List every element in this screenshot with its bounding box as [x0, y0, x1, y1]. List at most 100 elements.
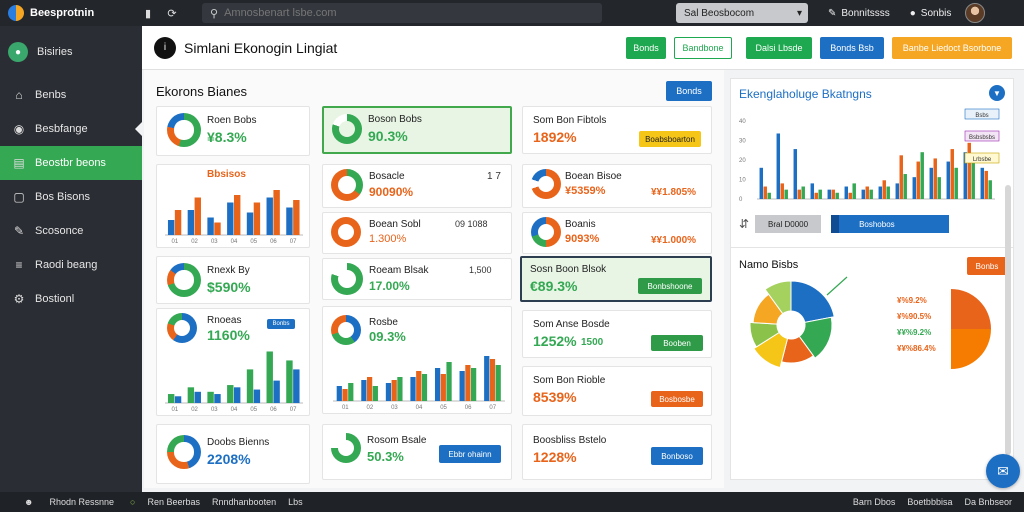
chart-card[interactable]: Bbsisos 01 02 03 04 05 06 07	[156, 164, 310, 248]
header-button-1[interactable]: Bonds	[626, 36, 666, 59]
profile-link[interactable]: ● Sonbis	[910, 8, 952, 19]
search-bar[interactable]: ⚲	[202, 3, 602, 23]
chart-card[interactable]: Rosbe 09.3% 01 02 03 04 05 06 07	[322, 306, 512, 414]
bar	[916, 161, 920, 199]
kpi-label: Rnexk By	[207, 265, 250, 276]
kpi-card-highlighted[interactable]: Sosn Boon Blsok €89.3% Bonbshoone	[520, 256, 712, 302]
kpi-card[interactable]: Bosacle 1 7 90090%	[322, 164, 512, 208]
kpi-action-button[interactable]: Ebbr ohainn	[439, 445, 501, 463]
bar	[793, 149, 798, 199]
pie-action-button[interactable]: Bonbs	[967, 257, 1007, 275]
filter-apply-button[interactable]: Boshobos	[831, 215, 950, 233]
chart-card[interactable]: Rnoeas 1160% Bonbs 01 02 03 04 05 06 07	[156, 308, 310, 416]
main-panel-action-button[interactable]: Bonds	[666, 81, 712, 101]
sidebar-item-label: Benbs	[35, 89, 67, 101]
sidebar-item-list[interactable]: ≡ Raodi beang	[0, 248, 142, 282]
sidebar: ● Bisiries ⌂ Benbs ◉ Besbfange ▤ Beostbr be…	[0, 26, 142, 492]
bar	[187, 210, 195, 235]
refresh-icon[interactable]: ⟳	[167, 7, 177, 20]
footer-item-status[interactable]: ☻ Rhodn Ressnne ○	[12, 497, 135, 507]
footer: ☻ Rhodn Ressnne ○ Ren Beerbas Rnndhanboote…	[0, 492, 1024, 512]
bar	[759, 167, 764, 199]
donut-icon	[167, 263, 201, 297]
sidebar-item-home[interactable]: ⌂ Benbs	[0, 78, 142, 112]
kpi-card[interactable]: Boanis 9093% ¥¥1.000%	[522, 212, 712, 254]
kpi-card-highlighted[interactable]: Boson Bobs 90.3%	[322, 106, 512, 154]
main-panel: Ekorons Bianes Bonds Roen Bobs ¥8.3% Bbs…	[144, 70, 724, 488]
pie-slice	[780, 335, 815, 364]
tick-label: 06	[270, 407, 277, 413]
sidebar-item-globe[interactable]: ◉ Besbfange	[0, 112, 142, 146]
kpi-card[interactable]: Rnexk By $590%	[156, 256, 310, 304]
bar	[912, 177, 917, 199]
kpi-side-value: 09 1088	[455, 219, 488, 229]
bar	[348, 383, 354, 401]
bar	[844, 186, 849, 199]
chevron-down-icon[interactable]: ▼	[989, 85, 1005, 101]
footer-item[interactable]: Rnndhanbooten	[212, 497, 277, 507]
filter-select[interactable]: Bral D0000	[755, 215, 822, 233]
kpi-card[interactable]: Som Bon Fibtols 1892% Boabsboarton	[522, 106, 712, 154]
footer-item[interactable]: Ren Beerbas	[147, 497, 201, 507]
bar	[865, 186, 869, 199]
main-panel-header: Ekorons Bianes Bonds	[156, 80, 712, 102]
chat-icon: ✉	[997, 462, 1009, 479]
search-input[interactable]	[224, 7, 565, 19]
header-button-4[interactable]: Bonds Bsb	[820, 36, 884, 59]
kpi-action-button[interactable]: Bosbosbe	[651, 391, 703, 407]
kpi-card[interactable]: Rosom Bsale 50.3% Ebbr ohainn	[322, 424, 512, 480]
series-tag: Bonbs	[267, 319, 295, 329]
kpi-action-button[interactable]: Booben	[651, 335, 703, 351]
sidebar-item-settings[interactable]: ⚙ Bostionl	[0, 282, 142, 316]
bar	[410, 377, 416, 401]
bar	[446, 362, 452, 401]
footer-item[interactable]: Barn Dbos	[852, 497, 896, 507]
sort-icon[interactable]: ⇵	[739, 217, 750, 231]
kpi-value: 1252%	[533, 333, 577, 349]
scrollbar[interactable]	[1005, 185, 1011, 455]
kpi-card[interactable]: Doobs Bienns 2208%	[156, 424, 310, 484]
legend-label: Lrbsbe	[973, 157, 992, 163]
tick-label: 01	[342, 405, 349, 411]
kpi-action-button[interactable]: Boabsboarton	[639, 131, 701, 147]
kpi-card[interactable]: Roen Bobs ¥8.3%	[156, 106, 310, 156]
kpi-card[interactable]: Boean Sobl 09 1088 1.300%	[322, 212, 512, 254]
kpi-side-value: 1500	[581, 337, 604, 348]
legend-label: Bsbs	[975, 113, 988, 119]
leader-line	[826, 276, 848, 296]
header-button-5[interactable]: Banbe Liedoct Bsorbone	[892, 36, 1012, 59]
bar	[194, 197, 201, 235]
sidebar-item-chart[interactable]: ▤ Beostbr beons	[0, 146, 142, 180]
workspace-select[interactable]: Sal Beosbocom ▾	[676, 3, 808, 23]
app-logo[interactable]: Beesprotnin	[0, 5, 140, 21]
bar	[397, 377, 403, 401]
notifications-link[interactable]: ✎ Bonnitssss	[828, 8, 890, 19]
right-panel-filter-row: ⇵ Bral D0000 Boshobos	[739, 215, 950, 233]
sidebar-item-pencil[interactable]: ✎ Scosonce	[0, 214, 142, 248]
sidebar-brand[interactable]: ● Bisiries	[0, 26, 142, 78]
bar	[963, 152, 968, 199]
bar	[954, 167, 958, 199]
donut-icon	[331, 169, 363, 201]
bar	[810, 183, 815, 199]
footer-item[interactable]: Da Bnbseor	[964, 497, 1012, 507]
kpi-action-button[interactable]: Bonboso	[651, 447, 703, 465]
kpi-card[interactable]: Roeam Blsak 1,500 17.00%	[322, 258, 512, 300]
tick-label: 04	[416, 405, 423, 411]
list-icon: ≡	[15, 258, 23, 272]
sidebar-item-box[interactable]: ▢ Bos Bisons	[0, 180, 142, 214]
footer-item[interactable]: Boetbbbisa	[907, 497, 953, 507]
chat-button[interactable]: ✉	[986, 454, 1020, 488]
kpi-action-button[interactable]: Bonbshoone	[638, 278, 702, 294]
header-button-2[interactable]: Bandbone	[674, 36, 732, 59]
bookmark-icon[interactable]: ▮	[144, 7, 152, 20]
kpi-card[interactable]: Som Bon Rioble 8539% Bosbosbe	[522, 366, 712, 416]
bar	[797, 189, 801, 199]
header-button-3[interactable]: Dalsi Lbsde	[746, 36, 812, 59]
kpi-card[interactable]: Boosbliss Bstelo 1228% Bonboso	[522, 424, 712, 480]
footer-item[interactable]: Lbs	[288, 497, 303, 507]
kpi-label: Bosacle	[369, 171, 405, 182]
kpi-card[interactable]: Boean Bisoe ¥5359% ¥¥1.805%	[522, 164, 712, 208]
kpi-card[interactable]: Som Anse Bosde 1252% 1500 Booben	[522, 310, 712, 358]
avatar[interactable]	[965, 3, 986, 23]
